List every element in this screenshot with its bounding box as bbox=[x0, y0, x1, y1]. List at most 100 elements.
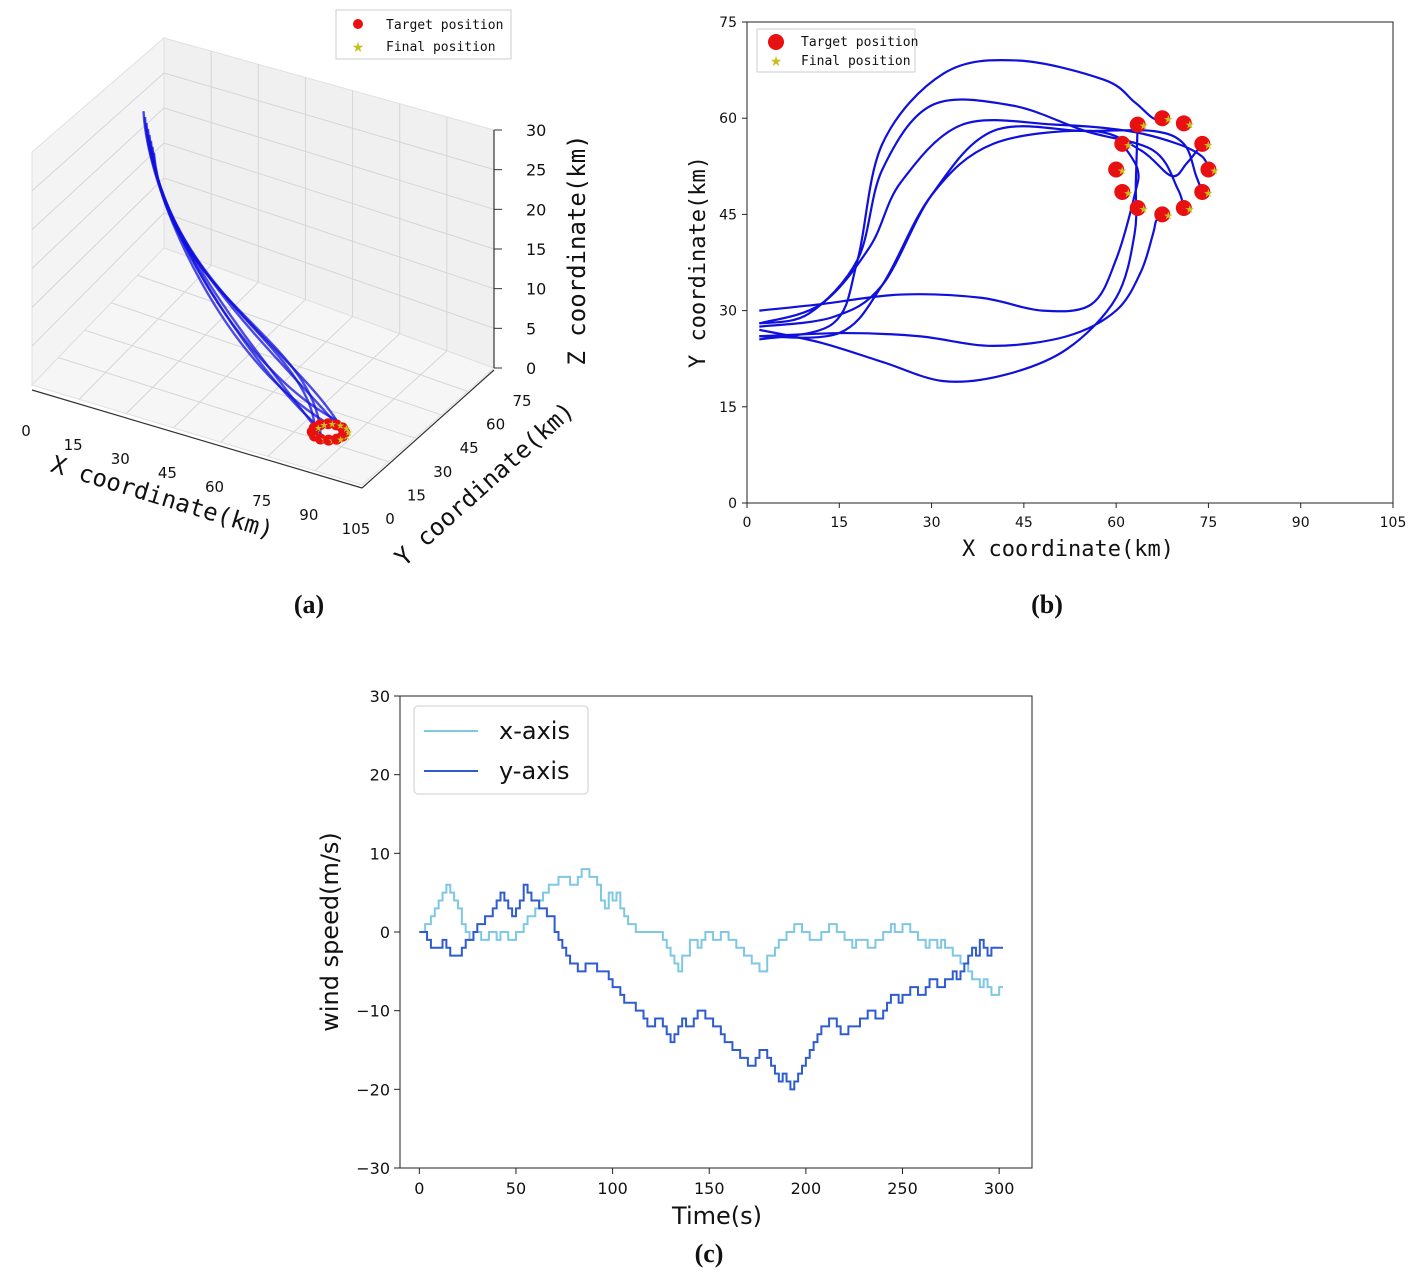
panel-b-y-tick-label: 15 bbox=[719, 400, 737, 416]
panel-c-x-label: Time(s) bbox=[671, 1202, 762, 1230]
panel-a-target-marker bbox=[322, 418, 334, 430]
panel-c-x-tick-label: 200 bbox=[791, 1179, 822, 1198]
panel-b-legend: Target position ★ Final position bbox=[756, 28, 918, 73]
panel-b-final-marker: ★ bbox=[1163, 209, 1173, 222]
panel-a-y-tick-label: 0 bbox=[385, 510, 395, 528]
panel-b-y-tick-label: 30 bbox=[719, 304, 737, 320]
panel-b-axes-frame bbox=[746, 21, 1394, 504]
panel-a-gridline bbox=[84, 329, 415, 439]
panel-b-final-marker: ★ bbox=[1163, 113, 1173, 126]
panel-a-x-tick-label: 105 bbox=[342, 520, 371, 538]
panel-a-ticks: 0 15 30 45 60 75 90 105 0 15 30 45 60 75 0 5 10 15 20 25 30 bbox=[21, 121, 546, 538]
panel-a-z-tick-label: 20 bbox=[526, 200, 546, 219]
panel-a-final-marker: ★ bbox=[336, 421, 345, 432]
panel-b-target-marker bbox=[1129, 116, 1146, 133]
panel-a-x-axis bbox=[31, 389, 363, 489]
panel-a-final-marker: ★ bbox=[320, 421, 329, 432]
panel-b-trajectory-8 bbox=[759, 213, 1164, 347]
panel-b-x-tick-label: 105 bbox=[1380, 515, 1407, 531]
panel-c-y-tick-label: 10 bbox=[370, 844, 390, 863]
panel-b-markers: ★ ★ ★ ★ ★ ★ ★ ★ ★ ★ ★ ★ bbox=[1108, 110, 1219, 223]
panel-b-final-marker: ★ bbox=[1203, 187, 1213, 200]
panel-b-target-marker bbox=[1129, 199, 1146, 216]
panel-b-target-marker bbox=[1194, 183, 1211, 200]
panel-a-x-tick-label: 75 bbox=[252, 492, 271, 510]
panel-a-final-marker: ★ bbox=[328, 420, 337, 431]
panel-a-z-label: Z coordinate(km) bbox=[563, 134, 591, 365]
panel-b-final-marker: ★ bbox=[1139, 203, 1149, 216]
panel-a-legend-target-label: Target position bbox=[386, 18, 503, 33]
panel-b-trajectory-6 bbox=[759, 58, 1163, 341]
panel-label-a: (a) bbox=[294, 590, 324, 619]
panel-b-final-marker: ★ bbox=[1185, 118, 1195, 131]
panel-a-z-tick-label: 10 bbox=[526, 280, 546, 299]
panel-c-y-label: wind speed(m/s) bbox=[316, 832, 344, 1032]
panel-a-target-marker bbox=[315, 433, 327, 445]
panel-b-final-marker: ★ bbox=[1123, 139, 1133, 152]
panel-c-x-tick-label: 250 bbox=[887, 1179, 918, 1198]
panel-c-x-tick-label: 150 bbox=[694, 1179, 725, 1198]
panel-a-x-tick-label: 15 bbox=[64, 436, 83, 454]
panel-c-y-tick-label: −10 bbox=[356, 1002, 390, 1021]
panel-b-legend-box bbox=[756, 28, 916, 73]
panel-c-x-tick-label: 50 bbox=[506, 1179, 526, 1198]
panel-b-trajectory-7 bbox=[758, 119, 1210, 325]
panel-label-b: (b) bbox=[1031, 590, 1063, 619]
panel-a-y-tick-label: 75 bbox=[512, 392, 531, 410]
panel-b-target-marker bbox=[1108, 161, 1125, 178]
panel-b-final-marker: ★ bbox=[1123, 187, 1133, 200]
panel-c-paths bbox=[419, 868, 1004, 1091]
panel-a-final-marker: ★ bbox=[342, 424, 351, 435]
panel-c-series-x-axis bbox=[419, 868, 1004, 996]
panel-b-x-tick-label: 90 bbox=[1292, 515, 1310, 531]
panel-a-gridline bbox=[220, 316, 353, 443]
panel-b-y-label: Y coordinate(km) bbox=[686, 156, 711, 368]
panel-b-trajectory-4 bbox=[759, 124, 1139, 383]
panel-c-legend-x-label: x-axis bbox=[499, 717, 570, 745]
panel-b-final-marker: ★ bbox=[1117, 165, 1127, 178]
panel-a-markers: ★★★★★★★★★★★★ bbox=[306, 418, 353, 447]
panel-a: 015304560759010501530456075051015202530 … bbox=[21, 9, 591, 572]
panel-a-y-axis bbox=[361, 369, 495, 489]
panel-a-trajectory-8 bbox=[152, 152, 322, 435]
panel-b-paths bbox=[758, 58, 1210, 383]
panel-b-x-tick-label: 30 bbox=[923, 515, 941, 531]
panel-a-z-tick-label: 5 bbox=[526, 319, 536, 338]
panel-b-x-tick-label: 45 bbox=[1015, 515, 1033, 531]
panel-b-x-tick-label: 75 bbox=[1200, 515, 1218, 531]
panel-a-legend-final-label: Final position bbox=[386, 40, 496, 55]
panel-a-gridline bbox=[31, 107, 165, 231]
panel-c-x-tick-label: 0 bbox=[414, 1179, 424, 1198]
panel-b-target-marker bbox=[1175, 199, 1192, 216]
panel-a-final-marker: ★ bbox=[336, 435, 345, 446]
panel-a-gridline bbox=[314, 350, 448, 472]
panel-a-y-tick-label: 15 bbox=[407, 486, 426, 504]
panel-a-gridline bbox=[31, 177, 165, 308]
panel-a-y-tick-label: 30 bbox=[433, 463, 452, 481]
panel-c-y-tick-label: 0 bbox=[380, 923, 390, 942]
panel-a-z-tick-label: 25 bbox=[526, 161, 546, 180]
panel-c-y-tick-label: −20 bbox=[356, 1080, 390, 1099]
panel-a-gridline bbox=[31, 142, 165, 269]
panel-b-target-marker bbox=[1114, 183, 1131, 200]
panel-b-final-marker: ★ bbox=[1203, 139, 1213, 152]
panel-b-trajectory-1 bbox=[759, 143, 1140, 313]
panel-a-x-tick-label: 0 bbox=[21, 422, 31, 440]
panel-a-legend-final-marker: ★ bbox=[352, 40, 365, 56]
panel-a-final-marker: ★ bbox=[344, 428, 353, 439]
panel-a-gridline bbox=[173, 299, 306, 429]
panel-b-y-tick-label: 0 bbox=[728, 496, 737, 512]
panel-b-legend-target-marker bbox=[768, 34, 784, 50]
panel-a-gridline bbox=[31, 212, 165, 347]
panel-a-x-tick-label: 45 bbox=[158, 464, 177, 482]
panel-a-gridline bbox=[137, 274, 468, 392]
panel-a-gridline bbox=[163, 72, 495, 171]
panel-b-y-tick-label: 45 bbox=[719, 207, 737, 223]
panel-a-target-marker bbox=[323, 434, 335, 446]
panel-a-final-marker: ★ bbox=[314, 424, 323, 435]
panel-b-x-tick-label: 60 bbox=[1107, 515, 1125, 531]
panel-a-legend-box bbox=[335, 9, 512, 60]
panel-a-gridline bbox=[267, 333, 401, 457]
panel-a-gridline bbox=[31, 72, 165, 192]
panel-b-final-marker: ★ bbox=[1139, 120, 1149, 133]
